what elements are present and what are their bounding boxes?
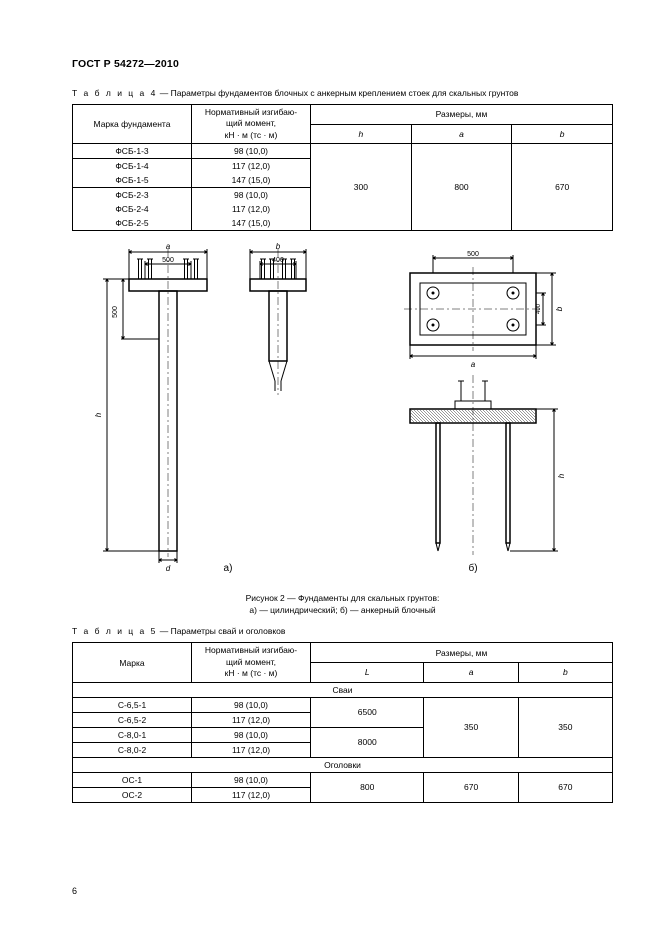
table5: Марка Нормативный изгибаю- щий момент, к… <box>72 642 613 802</box>
table-row: С-6,5-1 <box>73 697 192 712</box>
table-row: ФСБ-2-4 <box>73 202 192 216</box>
svg-text:500: 500 <box>467 251 479 258</box>
table5-caption-text: — Параметры свай и оголовков <box>157 626 285 636</box>
table-row: 117 (12,0) <box>192 787 311 802</box>
t4-col-dims: Размеры, мм <box>311 105 613 125</box>
figure2-caption-l2: а) — цилиндрический; б) — анкерный блочн… <box>249 605 435 615</box>
t5-hb: 670 <box>518 772 612 802</box>
table5-caption-label: Т а б л и ц а 5 <box>72 626 157 636</box>
t5-L1: 6500 <box>311 697 424 727</box>
table-row: ФСБ-1-4 <box>73 159 192 174</box>
table-row: 98 (10,0) <box>192 772 311 787</box>
table-row: 147 (15,0) <box>192 173 311 188</box>
table4-caption-label: Т а б л и ц а 4 <box>72 88 157 98</box>
t4-val-b: 670 <box>512 144 613 231</box>
table-row: ФСБ-2-5 <box>73 216 192 231</box>
table-row: ФСБ-1-3 <box>73 144 192 159</box>
table-row: ОС-1 <box>73 772 192 787</box>
table-row: 117 (12,0) <box>192 742 311 757</box>
table-row: С-6,5-2 <box>73 712 192 727</box>
t4-col-h: h <box>311 124 412 144</box>
t5-col-moment-l1: Нормативный изгибаю- <box>205 645 297 655</box>
table-row: 117 (12,0) <box>192 159 311 174</box>
t4-col-a: a <box>411 124 512 144</box>
svg-text:а): а) <box>223 563 232 574</box>
t5-L2: 8000 <box>311 727 424 757</box>
table-row: ФСБ-2-3 <box>73 188 192 203</box>
table4-caption: Т а б л и ц а 4 — Параметры фундаментов … <box>72 88 613 98</box>
t4-col-moment-l1: Нормативный изгибаю- <box>205 107 297 117</box>
table-row: 98 (10,0) <box>192 188 311 203</box>
t5-col-b: b <box>518 663 612 683</box>
svg-text:h: h <box>557 474 566 479</box>
figure2-caption: Рисунок 2 — Фундаменты для скальных грун… <box>72 593 613 616</box>
t5-col-moment-l3: кН · м (тс · м) <box>225 668 278 678</box>
table-row: С-8,0-1 <box>73 727 192 742</box>
t4-col-b: b <box>512 124 613 144</box>
t5-col-moment: Нормативный изгибаю- щий момент, кН · м … <box>192 643 311 682</box>
t5-ha: 670 <box>424 772 518 802</box>
t5-section-piles: Сваи <box>73 682 613 697</box>
t5-pb: 350 <box>518 697 612 757</box>
t5-col-moment-l2: щий момент, <box>226 657 276 667</box>
t4-col-mark: Марка фундамента <box>73 105 192 144</box>
table-row: 147 (15,0) <box>192 216 311 231</box>
svg-text:400: 400 <box>272 257 284 264</box>
table4-caption-text: — Параметры фундаментов блочных с анкерн… <box>157 88 518 98</box>
figure2-caption-l1: Рисунок 2 — Фундаменты для скальных грун… <box>246 593 440 603</box>
svg-text:b: b <box>555 307 564 312</box>
svg-text:400: 400 <box>536 304 542 315</box>
svg-text:500: 500 <box>112 306 119 318</box>
figure2: a 500 h 500 d а) b 400 500 a b 400 h б) <box>73 239 613 589</box>
svg-text:h: h <box>94 413 103 418</box>
table-row: 98 (10,0) <box>192 144 311 159</box>
table-row: 98 (10,0) <box>192 727 311 742</box>
svg-text:a: a <box>470 360 475 369</box>
t4-val-a: 800 <box>411 144 512 231</box>
t5-col-dims: Размеры, мм <box>311 643 613 663</box>
t5-pa: 350 <box>424 697 518 757</box>
table-row: ОС-2 <box>73 787 192 802</box>
t5-col-L: L <box>311 663 424 683</box>
t4-col-moment-l2: щий момент, <box>226 118 276 128</box>
t5-col-a: a <box>424 663 518 683</box>
table-row: ФСБ-1-5 <box>73 173 192 188</box>
svg-text:б): б) <box>468 562 477 574</box>
table4: Марка фундамента Нормативный изгибаю- щи… <box>72 104 613 231</box>
t4-col-moment-l3: кН · м (тс · м) <box>225 130 278 140</box>
t5-section-heads: Оголовки <box>73 757 613 772</box>
svg-text:a: a <box>165 242 170 251</box>
svg-text:b: b <box>275 242 280 251</box>
page-number: 6 <box>72 886 77 896</box>
t4-val-h: 300 <box>311 144 412 231</box>
table-row: 98 (10,0) <box>192 697 311 712</box>
doc-header: ГОСТ Р 54272—2010 <box>72 58 613 70</box>
table5-caption: Т а б л и ц а 5 — Параметры свай и оголо… <box>72 626 613 636</box>
svg-text:d: d <box>165 564 170 573</box>
svg-text:500: 500 <box>162 257 174 264</box>
table-row: С-8,0-2 <box>73 742 192 757</box>
table-row: 117 (12,0) <box>192 712 311 727</box>
t4-col-moment: Нормативный изгибаю- щий момент, кН · м … <box>192 105 311 144</box>
table-row: 117 (12,0) <box>192 202 311 216</box>
t5-hL: 800 <box>311 772 424 802</box>
t5-col-mark: Марка <box>73 643 192 682</box>
